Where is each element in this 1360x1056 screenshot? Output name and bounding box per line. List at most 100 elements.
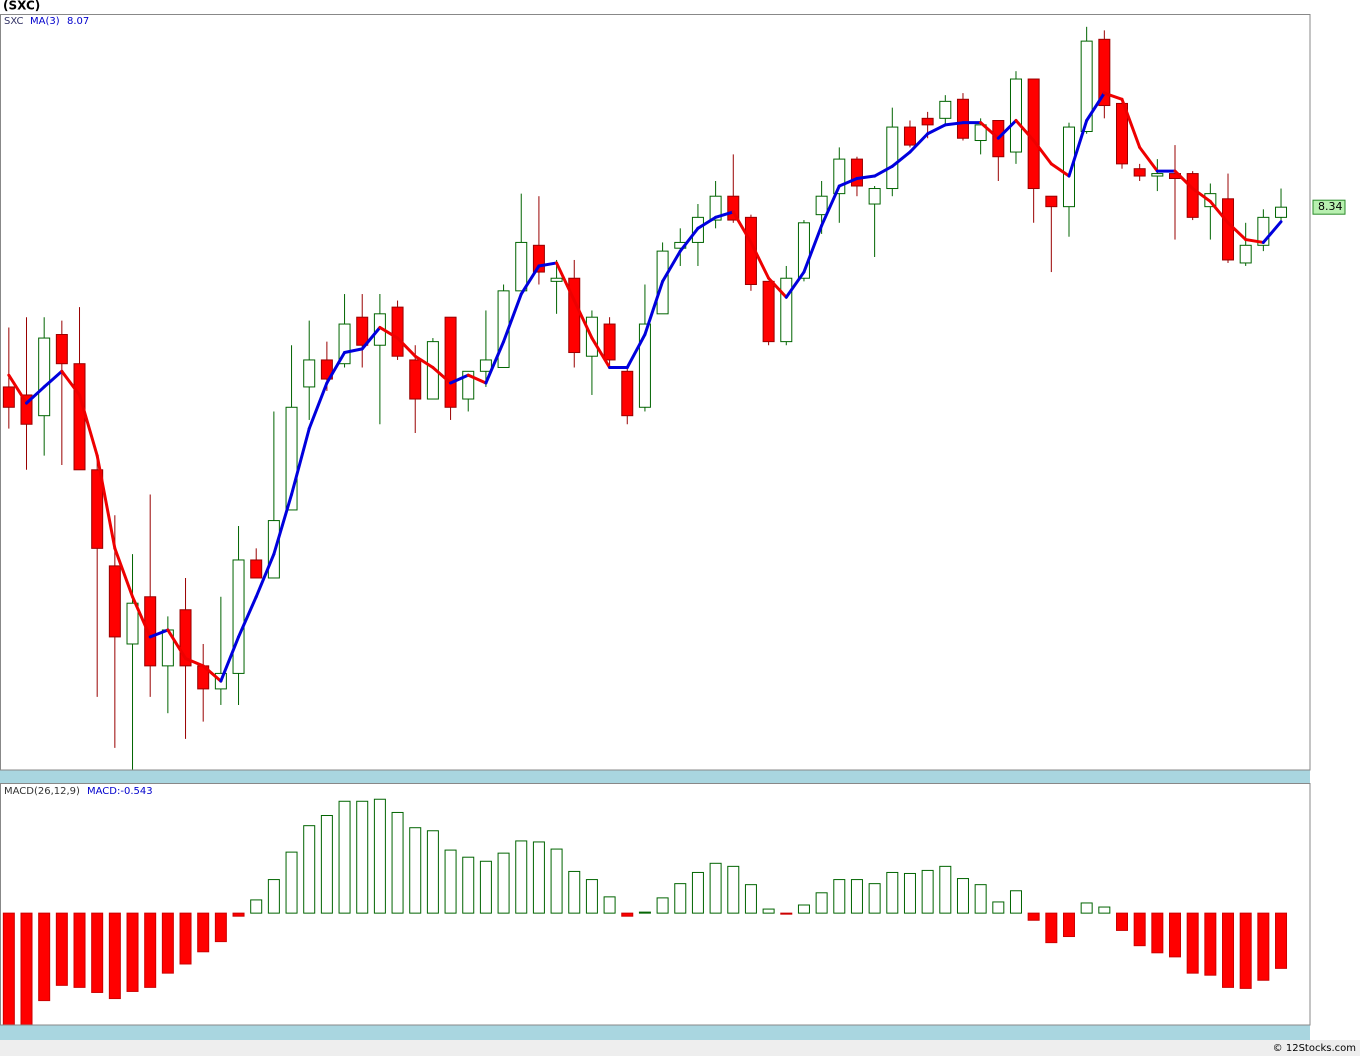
candle-body xyxy=(638,323,651,408)
ma-segment xyxy=(60,369,82,397)
candle-body xyxy=(762,280,775,343)
ma-segment xyxy=(466,373,488,385)
candle-body xyxy=(91,469,104,549)
last-price-label: 8.34 xyxy=(1318,200,1343,213)
ma-segment xyxy=(148,628,170,639)
ma-segment xyxy=(943,121,965,127)
macd-bar xyxy=(356,800,369,914)
candle-body xyxy=(797,222,810,279)
candle-body xyxy=(709,195,722,221)
macd-bar xyxy=(179,912,192,965)
macd-bar xyxy=(833,879,846,914)
date-band xyxy=(0,770,1310,783)
macd-bar xyxy=(126,912,139,992)
ma-segment xyxy=(749,240,771,280)
ma-segment xyxy=(767,276,788,299)
candle-body xyxy=(303,359,316,388)
ma-segment xyxy=(413,354,435,369)
candle-body xyxy=(532,244,545,273)
legend-symbol: SXC xyxy=(4,16,23,27)
ma-segment xyxy=(42,369,64,389)
ma-segment xyxy=(7,373,29,405)
ma-segment xyxy=(837,177,859,188)
macd-bar xyxy=(409,827,422,914)
candle-body xyxy=(391,306,404,357)
candle-body xyxy=(479,359,492,372)
ma-segment xyxy=(784,270,806,299)
candle-body xyxy=(939,100,952,119)
macd-bar xyxy=(568,870,581,914)
ma-segment xyxy=(855,174,877,181)
macd-bar xyxy=(479,860,492,914)
macd-bar xyxy=(1133,912,1146,947)
macd-bar xyxy=(532,841,545,914)
macd-bar xyxy=(921,869,934,914)
macd-bar xyxy=(850,879,863,914)
ma-segment xyxy=(131,595,152,639)
macd-bar xyxy=(1080,902,1093,914)
candle-body xyxy=(727,195,740,221)
ma-segment xyxy=(360,326,382,351)
ma-segment xyxy=(590,336,612,369)
candle-body xyxy=(1062,126,1075,208)
macd-bar xyxy=(603,896,616,914)
macd-bar xyxy=(91,912,104,993)
macd-bar xyxy=(373,798,386,914)
candle-body xyxy=(1257,216,1270,246)
ma-segment xyxy=(290,427,311,496)
candle-body xyxy=(850,158,863,187)
macd-bar xyxy=(1239,912,1252,989)
macd-bar xyxy=(1222,912,1235,988)
ma-segment xyxy=(661,249,682,283)
macd-bar xyxy=(1115,912,1128,931)
macd-bar xyxy=(762,908,775,914)
candle-body xyxy=(1151,173,1164,177)
ma-segment xyxy=(78,393,99,458)
candle-body xyxy=(603,323,616,361)
legend-ma-value: 8.07 xyxy=(67,16,89,27)
ma-segment xyxy=(307,381,329,431)
ma-segment xyxy=(378,326,400,340)
macd-bar xyxy=(780,912,793,915)
ma-segment xyxy=(343,347,364,355)
candle-body xyxy=(338,323,351,365)
macd-bar xyxy=(197,912,210,953)
macd-bar xyxy=(250,899,263,914)
ma-segment xyxy=(555,261,576,303)
macd-bar xyxy=(956,878,969,914)
candle-body xyxy=(974,124,987,142)
candle-body xyxy=(285,406,298,511)
candle-body xyxy=(1239,244,1252,264)
ma-segment xyxy=(325,351,347,385)
ma-segment xyxy=(714,210,735,219)
candle-body xyxy=(38,337,51,417)
macd-bar xyxy=(868,883,881,914)
ma-segment xyxy=(1085,91,1106,123)
macd-bar xyxy=(1204,912,1217,976)
ma-segment xyxy=(237,595,258,639)
ma-segment xyxy=(678,226,700,253)
macd-bar xyxy=(1027,912,1040,921)
ma-segment xyxy=(95,454,117,550)
candle-body xyxy=(550,277,563,282)
candle-body xyxy=(250,559,263,579)
labels: 8.34 xyxy=(1318,200,1343,213)
legend-ma: MA(3) xyxy=(30,16,60,27)
macd-bar xyxy=(744,884,757,914)
ma-segment xyxy=(449,373,470,385)
candle-body xyxy=(462,370,475,400)
candle-body xyxy=(2,386,15,408)
candle-body xyxy=(320,359,333,380)
ma-segment xyxy=(396,336,417,358)
candle-body xyxy=(1222,198,1235,261)
macd-bar xyxy=(974,884,987,914)
ma-segment xyxy=(1032,139,1053,166)
macd-bar xyxy=(550,848,563,914)
macd-bar xyxy=(426,830,439,914)
macd-bar xyxy=(1098,906,1111,914)
candle-body xyxy=(444,316,457,408)
ma-segment xyxy=(1102,91,1124,101)
macd-bar xyxy=(285,851,298,914)
